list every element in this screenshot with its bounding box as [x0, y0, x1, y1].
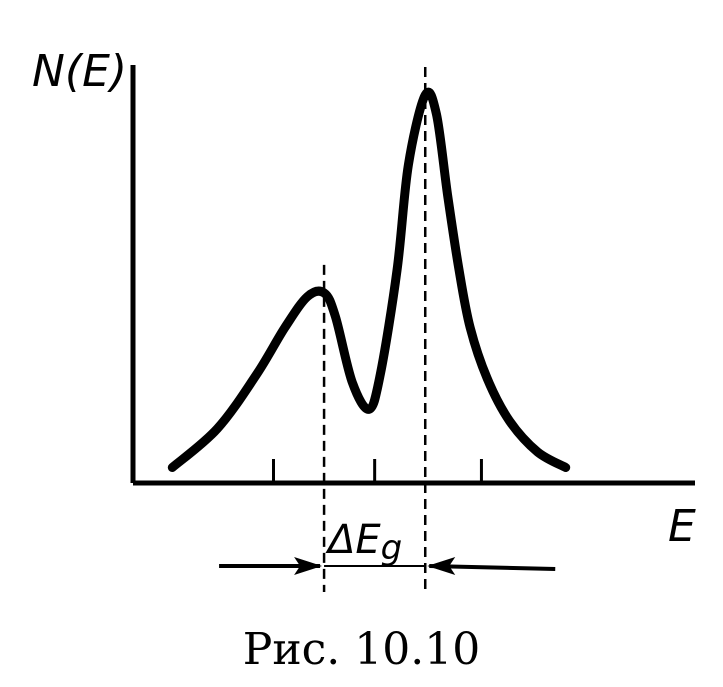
delta-arrows [219, 557, 556, 575]
left-arrow-head [294, 557, 323, 575]
x-ticks [272, 459, 483, 483]
delta-eg-subscript: g [381, 528, 403, 568]
x-axis-label: E [668, 501, 696, 552]
right-arrow-shaft [429, 564, 556, 571]
y-axis-label: N(E) [32, 46, 128, 97]
right-arrow-head [427, 557, 456, 575]
axes [130, 65, 695, 486]
figure-caption: Рис. 10.10 [242, 624, 481, 675]
peak-guides [322, 67, 427, 592]
delta-eg-base: ΔE [325, 517, 381, 563]
density-curve [167, 87, 571, 472]
delta-eg-label: ΔEg [325, 517, 402, 568]
